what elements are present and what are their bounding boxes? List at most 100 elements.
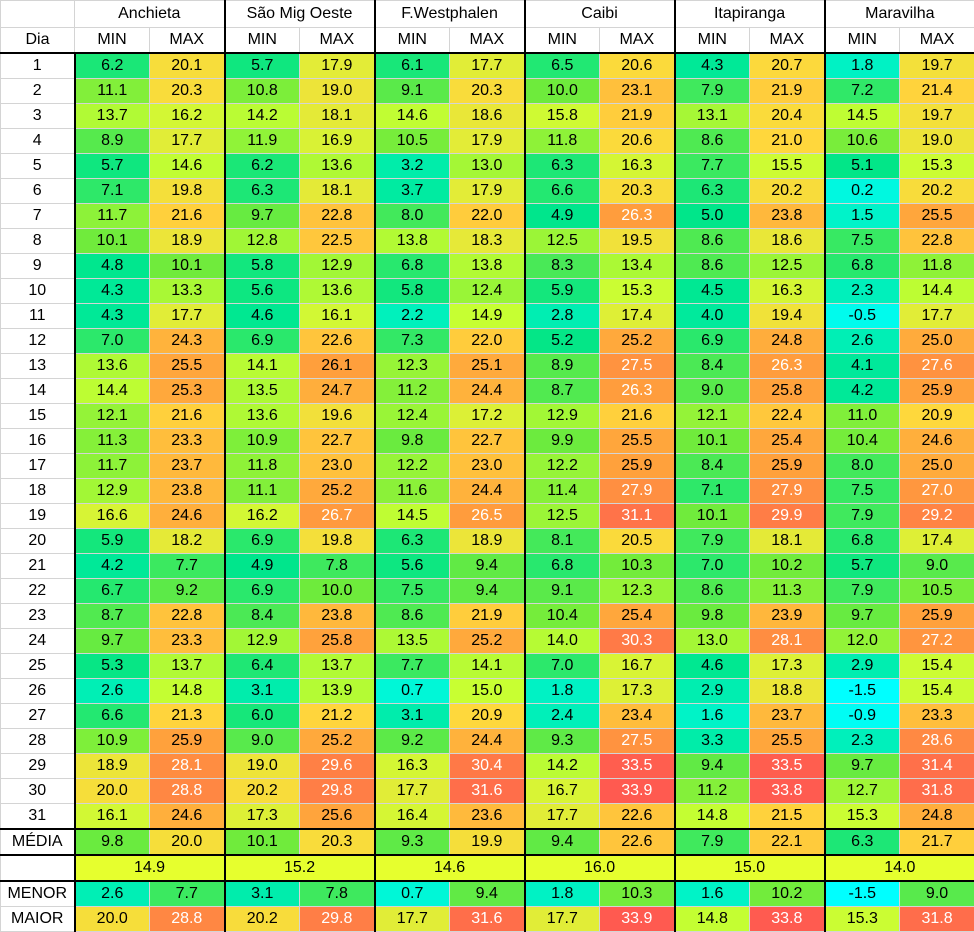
min-cell: 7.5: [825, 229, 900, 254]
min-cell: 8.4: [675, 454, 750, 479]
city-header: Anchieta: [75, 1, 225, 28]
min-cell: 4.1: [825, 354, 900, 379]
min-cell: 17.7: [525, 804, 600, 830]
minmax-header-row: Dia MIN MAX MIN MAX MIN MAX MIN MAX MIN …: [1, 28, 974, 54]
max-cell: 12.3: [600, 579, 675, 604]
min-cell: 11.9: [225, 129, 300, 154]
min-cell: 7.2: [825, 79, 900, 104]
min-header: MIN: [75, 28, 150, 54]
min-cell: 20.0: [75, 907, 150, 932]
max-cell: 7.8: [300, 554, 375, 579]
min-cell: 7.0: [75, 329, 150, 354]
city-header: São Mig Oeste: [225, 1, 375, 28]
min-cell: 6.2: [225, 154, 300, 179]
max-cell: 9.4: [450, 554, 525, 579]
min-cell: 5.9: [525, 279, 600, 304]
min-cell: 12.9: [75, 479, 150, 504]
max-cell: 25.0: [900, 454, 974, 479]
max-cell: 20.5: [600, 529, 675, 554]
max-cell: 18.8: [750, 679, 825, 704]
max-cell: 17.7: [150, 304, 225, 329]
max-cell: 20.1: [150, 53, 225, 79]
max-cell: 25.2: [300, 479, 375, 504]
max-cell: 33.9: [600, 779, 675, 804]
min-cell: 5.7: [825, 554, 900, 579]
min-cell: 7.5: [375, 579, 450, 604]
max-cell: 9.0: [900, 881, 974, 907]
day-row-label: 28: [1, 729, 75, 754]
day-row-label: 8: [1, 229, 75, 254]
min-cell: 9.7: [225, 204, 300, 229]
max-cell: 19.5: [600, 229, 675, 254]
corner-cell: [1, 1, 75, 28]
max-cell: 29.9: [750, 504, 825, 529]
max-cell: 25.3: [150, 379, 225, 404]
min-cell: 3.1: [375, 704, 450, 729]
max-cell: 20.0: [150, 829, 225, 855]
max-cell: 26.3: [600, 204, 675, 229]
min-cell: 11.1: [225, 479, 300, 504]
min-cell: 0.7: [375, 881, 450, 907]
max-cell: 14.4: [900, 279, 974, 304]
min-cell: 4.9: [525, 204, 600, 229]
min-cell: 5.9: [75, 529, 150, 554]
max-cell: 27.2: [900, 629, 974, 654]
max-cell: 19.4: [750, 304, 825, 329]
min-cell: 10.4: [825, 429, 900, 454]
max-cell: 25.9: [750, 454, 825, 479]
min-cell: 6.9: [225, 579, 300, 604]
max-cell: 17.9: [450, 129, 525, 154]
day-row-label: 6: [1, 179, 75, 204]
max-cell: 26.7: [300, 504, 375, 529]
min-cell: 6.9: [675, 329, 750, 354]
max-cell: 18.3: [450, 229, 525, 254]
min-cell: 8.6: [675, 254, 750, 279]
min-cell: 12.1: [75, 404, 150, 429]
max-cell: 20.9: [450, 704, 525, 729]
media-row-label: MÉDIA: [1, 829, 75, 855]
min-cell: -0.9: [825, 704, 900, 729]
max-cell: 15.3: [600, 279, 675, 304]
max-cell: 11.8: [900, 254, 974, 279]
max-cell: 9.2: [150, 579, 225, 604]
min-cell: 9.8: [675, 604, 750, 629]
max-cell: 26.1: [300, 354, 375, 379]
max-cell: 9.0: [900, 554, 974, 579]
max-cell: 29.6: [300, 754, 375, 779]
max-cell: 13.6: [300, 154, 375, 179]
max-cell: 21.5: [750, 804, 825, 830]
max-cell: 22.6: [600, 804, 675, 830]
max-cell: 21.2: [300, 704, 375, 729]
max-cell: 15.4: [900, 679, 974, 704]
min-cell: 11.6: [375, 479, 450, 504]
min-cell: 9.3: [375, 829, 450, 855]
max-cell: 25.2: [450, 629, 525, 654]
max-cell: 31.1: [600, 504, 675, 529]
min-cell: 6.7: [75, 579, 150, 604]
max-cell: 16.3: [600, 154, 675, 179]
min-cell: 6.8: [525, 554, 600, 579]
min-cell: 2.3: [825, 279, 900, 304]
min-cell: 2.6: [75, 881, 150, 907]
min-cell: 5.6: [375, 554, 450, 579]
max-cell: 23.0: [450, 454, 525, 479]
max-cell: 26.3: [750, 354, 825, 379]
day-row-label: 20: [1, 529, 75, 554]
max-cell: 22.4: [750, 404, 825, 429]
min-cell: 13.6: [75, 354, 150, 379]
min-cell: 5.7: [225, 53, 300, 79]
max-cell: 24.7: [300, 379, 375, 404]
min-cell: 12.1: [675, 404, 750, 429]
min-cell: 10.9: [225, 429, 300, 454]
day-row-label: 15: [1, 404, 75, 429]
min-cell: 9.7: [75, 629, 150, 654]
min-cell: 10.1: [675, 429, 750, 454]
max-header: MAX: [300, 28, 375, 54]
min-cell: 14.5: [825, 104, 900, 129]
min-cell: 13.0: [675, 629, 750, 654]
min-cell: 14.6: [375, 104, 450, 129]
